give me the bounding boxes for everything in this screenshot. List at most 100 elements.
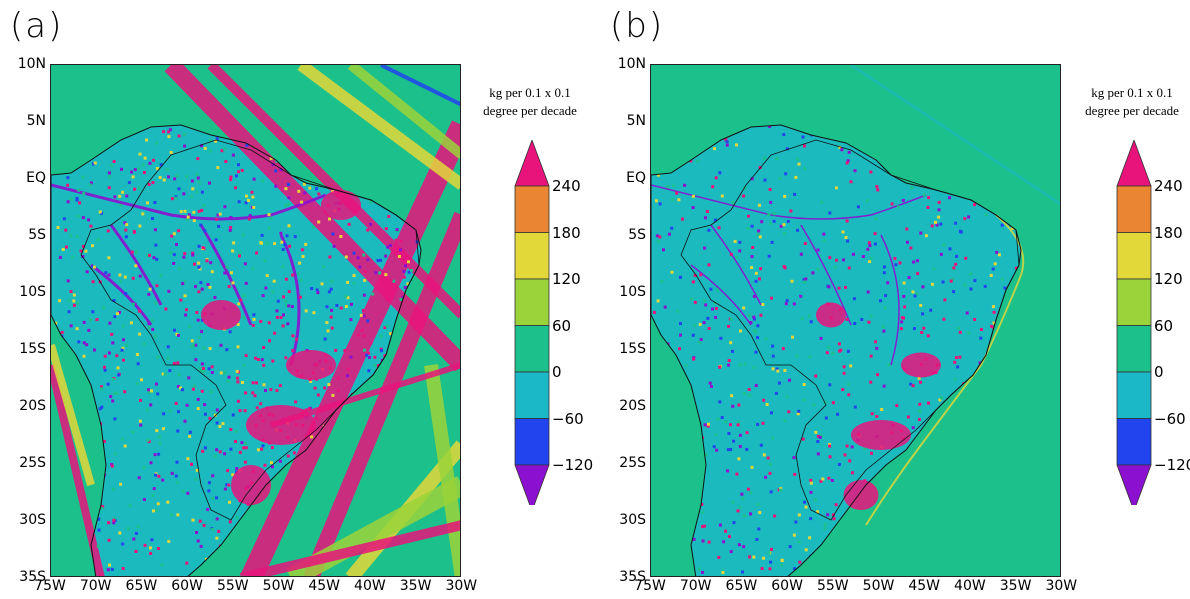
speckle [832,517,836,521]
speckle [837,286,841,290]
speckle [159,274,163,278]
speckle [729,252,733,256]
speckle [679,275,682,279]
speckle [242,446,246,450]
speckle [719,336,723,340]
speckle [169,251,173,255]
speckle [164,307,168,311]
speckle [262,383,266,387]
speckle [346,280,350,284]
speckle [819,479,823,483]
speckle [252,205,256,209]
y-tick-label: EQ [626,170,646,186]
speckle [208,139,212,143]
speckle [238,450,242,454]
speckle [772,219,776,223]
speckle [671,198,675,202]
speckle [191,387,195,391]
speckle [236,345,240,349]
speckle [895,404,899,408]
speckle [103,354,107,358]
speckle [125,343,129,347]
speckle [227,483,231,487]
speckle [718,523,722,527]
speckle [336,376,340,380]
speckle [866,199,869,203]
speckle [185,175,189,179]
speckle [251,391,255,395]
speckle [286,322,290,326]
speckle [154,508,158,512]
colorbar-top-triangle [1116,140,1152,187]
speckle [776,369,780,373]
speckle [797,409,801,413]
speckle [707,263,711,267]
speckle [787,378,791,382]
speckle [107,256,111,260]
speckle [954,356,958,360]
speckle [754,271,758,275]
speckle [267,213,271,217]
speckle [1003,286,1007,290]
speckle [140,378,143,382]
speckle [231,153,235,157]
speckle [244,442,248,446]
speckle [725,143,729,147]
speckle [271,290,275,294]
speckle [995,250,999,254]
speckle [780,558,784,562]
speckle [910,186,914,190]
speckle [214,238,218,242]
speckle [658,235,662,239]
speckle [731,404,735,408]
speckle [143,156,147,160]
speckle [268,339,271,343]
speckle [261,444,265,448]
speckle [770,296,773,300]
speckle [809,517,813,521]
speckle [91,310,95,314]
speckle [768,188,772,191]
speckle [123,275,127,279]
speckle [363,270,367,274]
speckle [316,393,320,397]
speckle [121,190,125,194]
speckle [150,287,154,291]
speckle [873,242,877,246]
speckle [77,188,81,192]
speckle [828,256,832,260]
speckle [866,290,870,294]
speckle [201,367,205,370]
speckle [660,279,664,283]
x-tick-label: 50W [262,578,295,594]
speckle [155,167,159,171]
speckle [298,295,302,299]
speckle [167,539,171,543]
speckle [939,222,943,226]
speckle [737,543,741,547]
speckle [768,471,772,475]
colorbar-tick-label: −120 [552,456,594,474]
speckle [363,278,367,282]
speckle [750,465,754,469]
colorbar-tick-label: 60 [552,316,572,335]
speckle [792,533,796,537]
speckle [842,365,846,369]
speckle [175,174,179,178]
speckle [882,329,886,333]
speckle [106,229,110,233]
speckle [336,389,340,393]
speckle [96,544,100,548]
speckle [880,408,884,411]
speckle [718,171,722,175]
speckle [112,521,116,525]
speckle [836,412,840,416]
speckle [161,427,165,431]
speckle [264,286,268,290]
speckle [366,228,370,232]
speckle [700,502,704,506]
speckle [869,170,873,174]
speckle [918,418,921,421]
speckle [378,271,382,275]
speckle [770,240,774,244]
